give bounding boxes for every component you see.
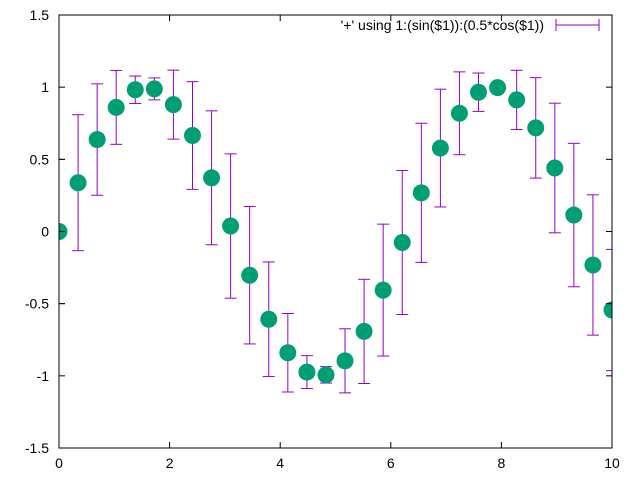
- y-tick-label: 1.5: [30, 7, 50, 23]
- y-tick-label: -0.5: [25, 296, 49, 312]
- data-point: [88, 131, 106, 149]
- data-point: [203, 169, 221, 187]
- x-tick-label: 0: [55, 455, 63, 471]
- data-point: [450, 104, 468, 122]
- data-point: [164, 96, 182, 114]
- data-point: [298, 363, 316, 381]
- x-tick-label: 10: [604, 455, 620, 471]
- data-point: [260, 310, 278, 328]
- data-point: [126, 81, 144, 99]
- x-tick-label: 2: [166, 455, 174, 471]
- data-point: [69, 174, 87, 192]
- data-point: [527, 119, 545, 137]
- x-tick-label: 6: [387, 455, 395, 471]
- legend: '+' using 1:(sin($1)):(0.5*cos($1)): [341, 17, 600, 33]
- y-tick-label: -1.5: [25, 440, 49, 456]
- data-point: [241, 266, 259, 284]
- data-point: [183, 127, 201, 145]
- x-tick-label: 4: [276, 455, 284, 471]
- legend-label: '+' using 1:(sin($1)):(0.5*cos($1)): [341, 17, 544, 33]
- data-point: [603, 301, 612, 319]
- x-tick-label: 8: [498, 455, 506, 471]
- y-tick-label: -1: [37, 368, 50, 384]
- data-point: [412, 184, 430, 202]
- data-point: [565, 206, 583, 224]
- data-point: [222, 217, 240, 235]
- data-point: [393, 233, 411, 251]
- data-point: [431, 139, 449, 157]
- data-point: [470, 83, 488, 101]
- data-point: [336, 352, 354, 370]
- axis-ticks: 0 2 4 6 8 10 -1.5 -1 -0.5 0 0.5 1 1.5: [25, 7, 620, 471]
- data-point: [355, 322, 373, 340]
- data-point: [145, 80, 163, 98]
- data-point: [279, 344, 297, 362]
- y-tick-label: 0.5: [30, 151, 50, 167]
- plot-frame: [58, 14, 613, 449]
- data-point: [546, 159, 564, 177]
- data-point: [489, 79, 507, 97]
- legend-errorbar-sample: [555, 19, 600, 31]
- data-point: [107, 98, 125, 116]
- data-point: [374, 281, 392, 299]
- data-point: [508, 91, 526, 109]
- series-layer: [59, 69, 612, 394]
- data-point: [584, 256, 602, 274]
- error-bar: [606, 248, 612, 372]
- y-tick-label: 0: [41, 224, 49, 240]
- y-tick-label: 1: [41, 79, 49, 95]
- data-point: [317, 366, 335, 384]
